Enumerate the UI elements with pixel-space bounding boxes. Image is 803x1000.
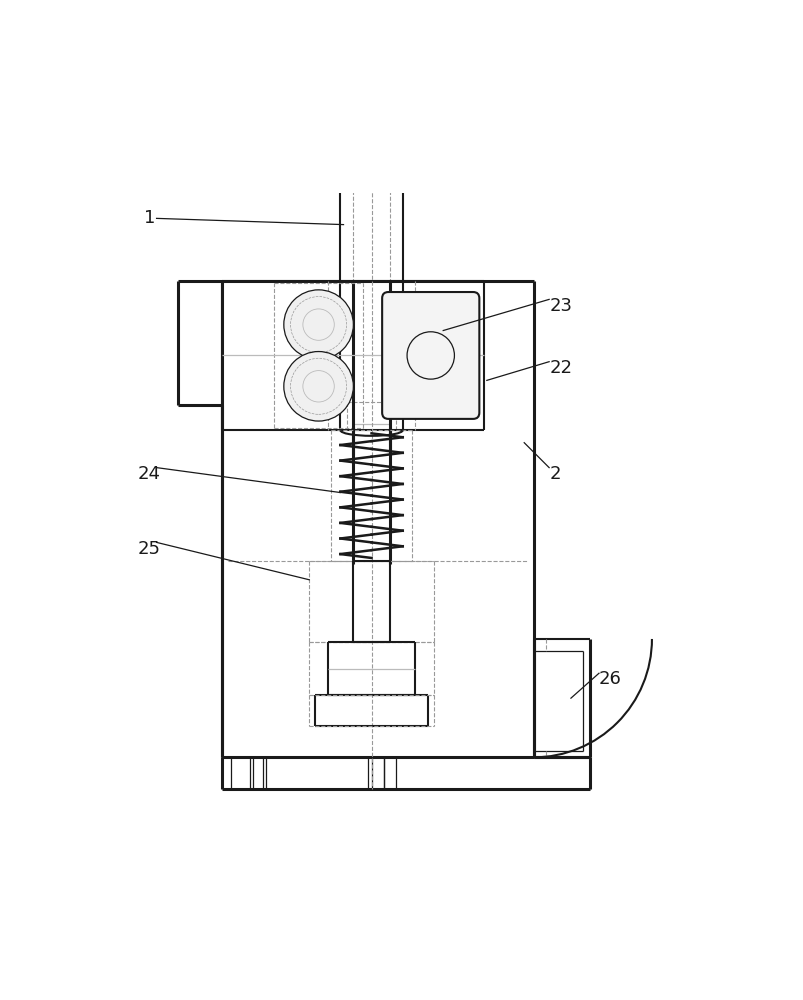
Text: 23: 23 xyxy=(548,297,572,315)
Text: 2: 2 xyxy=(548,465,560,483)
Text: 1: 1 xyxy=(144,209,155,227)
Circle shape xyxy=(283,290,353,359)
Circle shape xyxy=(283,352,353,421)
Text: 25: 25 xyxy=(138,540,161,558)
Text: 26: 26 xyxy=(598,670,621,688)
Text: 24: 24 xyxy=(138,465,161,483)
Text: 22: 22 xyxy=(548,359,572,377)
FancyBboxPatch shape xyxy=(381,292,479,419)
